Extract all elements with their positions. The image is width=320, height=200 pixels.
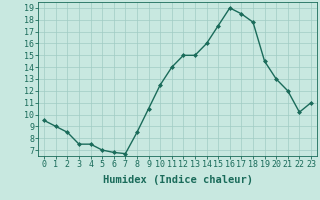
X-axis label: Humidex (Indice chaleur): Humidex (Indice chaleur): [103, 175, 252, 185]
